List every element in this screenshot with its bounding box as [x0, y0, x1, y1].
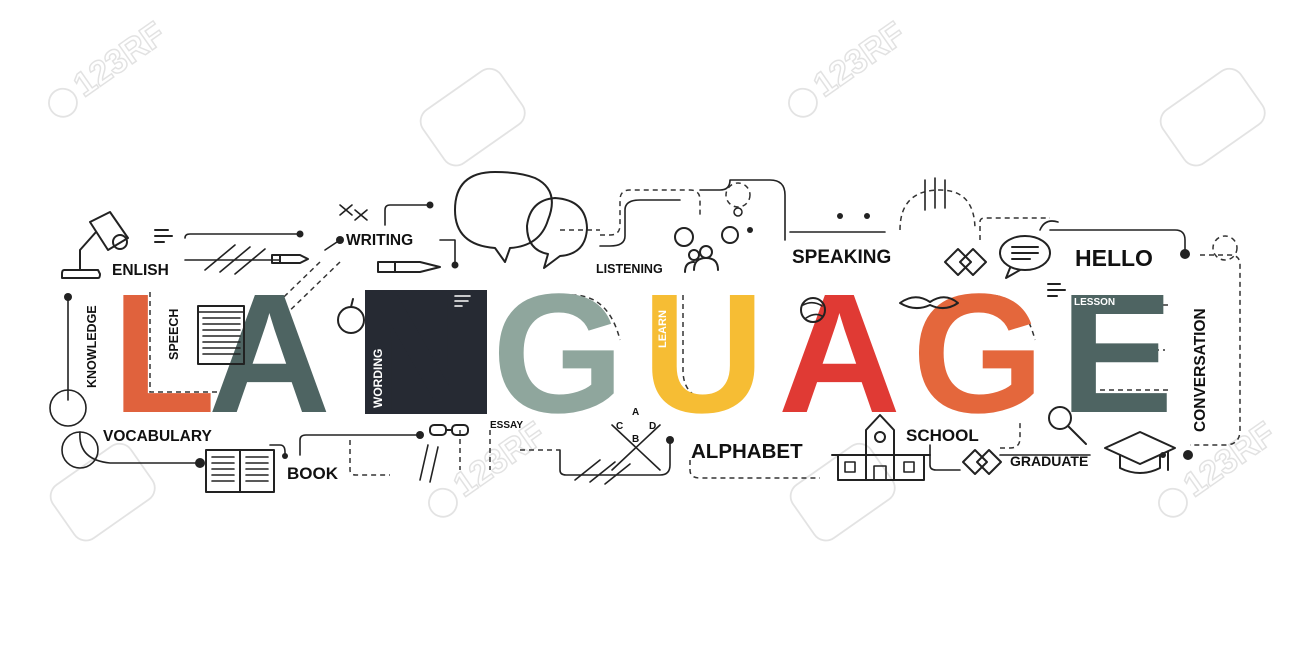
text-lines-icon — [1047, 283, 1066, 297]
svg-text:123RF: 123RF — [67, 15, 172, 105]
pen-icon — [377, 261, 441, 273]
label-hello: HELLO — [1075, 245, 1153, 271]
label-knowledge: KNOWLEDGE — [85, 305, 99, 388]
title-letter-4: G — [492, 259, 624, 449]
label-writing: WRITING — [346, 232, 413, 249]
vertical-labels: KNOWLEDGE SPEECH WORDING LEARN CONVERSAT… — [85, 297, 1209, 432]
apple-icon — [337, 298, 365, 334]
watermark-logo: 123RF — [788, 14, 913, 118]
label-abcd-a: A — [632, 407, 639, 418]
label-wording: WORDING — [371, 349, 385, 408]
speech-bubbles-icon — [454, 171, 588, 269]
diamonds-icon — [944, 248, 987, 276]
label-conversation: CONVERSATION — [1192, 308, 1209, 432]
title-letter-6: A — [778, 259, 901, 449]
label-enlish: ENLISH — [112, 262, 169, 279]
globe-icon — [800, 297, 826, 323]
label-alphabet: ALPHABET — [691, 440, 803, 463]
text-lines-icon — [154, 229, 173, 243]
watermark-frame — [1159, 67, 1266, 167]
title-letter-3-block — [365, 290, 487, 414]
school-building-icon — [831, 414, 931, 481]
watermark-frame — [419, 67, 526, 167]
title-letters: L A N G U A G E — [112, 259, 1173, 449]
watermark-frame — [49, 442, 156, 542]
graduation-cap-icon — [1104, 431, 1176, 474]
title-letter-7: G — [912, 259, 1044, 449]
desk-lamp-icon — [61, 211, 129, 279]
label-abcd-c: C — [616, 421, 623, 432]
magnifier-icon — [1048, 406, 1087, 445]
word-labels: ENLISH WRITING LISTENING SPEAKING HELLO … — [103, 232, 1153, 483]
text-lines-icon — [454, 295, 471, 307]
label-essay: ESSAY — [490, 420, 523, 431]
glasses-icon — [429, 424, 469, 436]
notebook-icon — [197, 305, 245, 365]
title-letter-8: E — [1060, 259, 1173, 449]
watermark-logo: 123RF — [48, 14, 173, 118]
chat-bubble-icon — [999, 235, 1051, 279]
watermark-frame — [789, 442, 896, 542]
diamonds-icon — [962, 449, 1002, 475]
label-vocabulary: VOCABULARY — [103, 428, 212, 445]
open-book-icon — [205, 449, 275, 493]
pencil-icon — [271, 254, 309, 264]
label-school: SCHOOL — [906, 426, 979, 445]
label-abcd-b: B — [632, 434, 639, 445]
title-letter-5: U — [642, 259, 765, 449]
label-graduate: GRADUATE — [1010, 453, 1088, 469]
svg-text:123RF: 123RF — [807, 15, 912, 105]
title-letter-3: N — [358, 259, 481, 449]
label-listening: LISTENING — [596, 262, 663, 276]
label-book: BOOK — [287, 464, 339, 483]
connector-lines — [49, 177, 1241, 485]
label-lesson: LESSON — [1074, 297, 1115, 308]
label-abcd-d: D — [649, 421, 656, 432]
label-learn: LEARN — [657, 310, 669, 348]
title-letter-1: L — [112, 259, 216, 449]
label-speaking: SPEAKING — [792, 247, 891, 268]
mustache-icon — [899, 296, 959, 309]
people-talking-icon — [674, 226, 739, 273]
label-speech: SPEECH — [167, 309, 181, 360]
